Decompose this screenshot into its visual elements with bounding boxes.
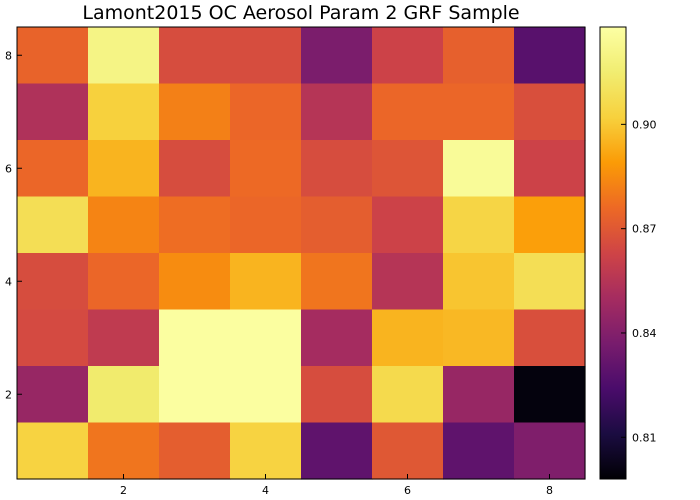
heatmap-cell (230, 309, 302, 367)
y-tick-label: 2 (5, 388, 12, 401)
heatmap-cell (159, 422, 231, 480)
colorbar-tick-label: 0.81 (632, 431, 657, 444)
heatmap-cell (443, 253, 515, 311)
x-tick-label: 2 (120, 484, 127, 497)
heatmap-cell (372, 196, 444, 254)
heatmap-cell (230, 196, 302, 254)
heatmap-cell (230, 253, 302, 311)
heatmap-cell (443, 366, 515, 424)
heatmap-cell (17, 422, 89, 480)
heatmap-cell (372, 422, 444, 480)
y-tick-label: 6 (5, 162, 12, 175)
heatmap-cell (443, 140, 515, 198)
heatmap-cell (301, 253, 373, 311)
heatmap-cell (88, 140, 160, 198)
heatmap-cell (301, 27, 373, 85)
heatmap-cell (159, 253, 231, 311)
heatmap-cell (301, 83, 373, 141)
heatmap-cell (514, 83, 586, 141)
x-tick-label: 8 (546, 484, 553, 497)
heatmap-cell (514, 309, 586, 367)
heatmap-cell (17, 140, 89, 198)
heatmap-cell (159, 309, 231, 367)
y-tick-label: 8 (5, 49, 12, 62)
heatmap-cell (301, 422, 373, 480)
heatmap-cell (159, 196, 231, 254)
heatmap-cell (17, 366, 89, 424)
heatmap-cell (88, 196, 160, 254)
x-tick-label: 4 (262, 484, 269, 497)
x-tick-label: 6 (404, 484, 411, 497)
heatmap-cell (88, 83, 160, 141)
heatmap-cell (443, 196, 515, 254)
heatmap-cell (88, 309, 160, 367)
heatmap-cell (17, 309, 89, 367)
colorbar (599, 26, 627, 480)
heatmap-cell (17, 27, 89, 85)
heatmap-cell (372, 27, 444, 85)
heatmap-cell (159, 366, 231, 424)
heatmap-cell (301, 309, 373, 367)
heatmap-cell (88, 253, 160, 311)
heatmap-cell (88, 366, 160, 424)
heatmap-cell (514, 253, 586, 311)
heatmap-cell (372, 253, 444, 311)
y-tick-label: 4 (5, 275, 12, 288)
heatmap-cell (372, 366, 444, 424)
y-axis-ticks: 2 4 6 8 (5, 49, 22, 401)
plot-frame (16, 26, 586, 480)
chart-title: Lamont2015 OC Aerosol Param 2 GRF Sample (82, 2, 519, 24)
heatmap-cell (301, 196, 373, 254)
heatmap-cell (372, 309, 444, 367)
heatmap-cell (159, 27, 231, 85)
heatmap-cell (230, 422, 302, 480)
heatmap-cell (159, 140, 231, 198)
colorbar-tick-label: 0.87 (632, 223, 657, 236)
heatmap-cell (230, 366, 302, 424)
colorbar-tick-label: 0.90 (632, 118, 657, 131)
heatmap-cell (443, 83, 515, 141)
heatmap-cell (443, 309, 515, 367)
heatmap-cell (88, 422, 160, 480)
heatmap-cell (230, 83, 302, 141)
heatmap-cell (17, 83, 89, 141)
heatmap-cell (514, 366, 586, 424)
heatmap-cell (514, 196, 586, 254)
heatmap-cell (514, 422, 586, 480)
heatmap-cell (301, 140, 373, 198)
heatmap-cell (301, 366, 373, 424)
x-axis-ticks: 2 4 6 8 (120, 474, 553, 497)
heatmap-cell (443, 27, 515, 85)
heatmap-cell (17, 253, 89, 311)
heatmap-cell (17, 196, 89, 254)
heatmap-cell (443, 422, 515, 480)
heatmap-cell (372, 140, 444, 198)
heatmap-cell (514, 27, 586, 85)
heatmap-cell (159, 83, 231, 141)
heatmap-cell (230, 140, 302, 198)
colorbar-ticks: 0.81 0.84 0.87 0.90 (621, 118, 657, 444)
heatmap-cell (230, 27, 302, 85)
colorbar-tick-label: 0.84 (632, 327, 657, 340)
heatmap-cell (88, 27, 160, 85)
heatmap-cell (372, 83, 444, 141)
heatmap-cell (514, 140, 586, 198)
heatmap-cells (17, 27, 586, 480)
